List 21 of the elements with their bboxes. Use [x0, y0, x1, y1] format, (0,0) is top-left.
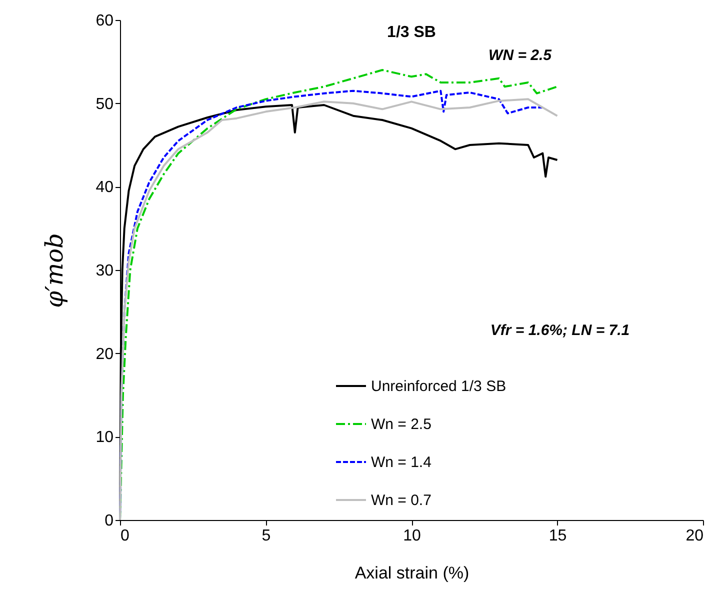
y-tick-label: 0 [104, 512, 114, 530]
x-tick-label: 20 [686, 528, 704, 544]
y-axis-title: φ′mob [40, 233, 69, 308]
annotation: WN = 2.5 [488, 47, 552, 64]
legend-label: Wn = 1.4 [371, 454, 432, 471]
annotation: Vfr = 1.6%; LN = 7.1 [490, 322, 630, 339]
legend-label: Wn = 0.7 [371, 492, 432, 509]
x-tick-label: 0 [120, 528, 130, 544]
x-tick-label: 15 [548, 528, 567, 544]
y-tick-label: 10 [96, 429, 114, 446]
legend-label: Wn = 2.5 [371, 416, 432, 433]
y-tick-label: 20 [96, 346, 114, 363]
x-axis-title: Axial strain (%) [354, 564, 470, 582]
y-tick-label: 30 [96, 262, 114, 280]
x-tick-label: 10 [403, 528, 421, 544]
x-tick-label: 5 [262, 528, 271, 544]
y-tick-label: 50 [96, 96, 114, 113]
y-tick-label: 40 [96, 179, 114, 196]
y-tick-label: 60 [96, 12, 114, 30]
chart-title: 1/3 SB [387, 24, 436, 41]
legend-label: Unreinforced 1/3 SB [371, 378, 506, 395]
